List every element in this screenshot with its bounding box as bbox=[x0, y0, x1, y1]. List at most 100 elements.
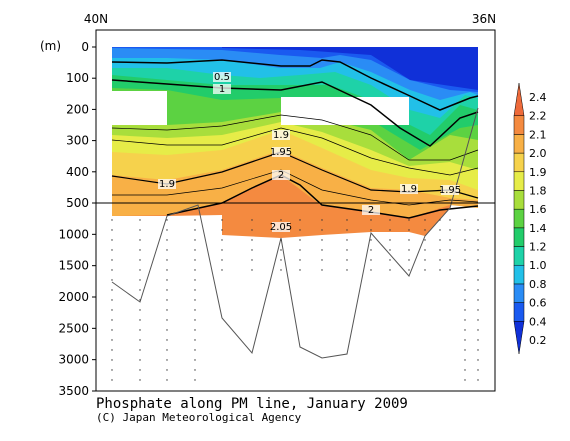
y-tick-label: 300 bbox=[66, 134, 89, 148]
colorbar-label: 2.0 bbox=[529, 147, 547, 160]
station-dot bbox=[111, 309, 113, 311]
station-dot bbox=[477, 229, 479, 231]
station-dot bbox=[111, 269, 113, 271]
station-dot bbox=[449, 259, 451, 261]
station-dot bbox=[389, 259, 391, 261]
station-dot bbox=[280, 249, 282, 251]
station-dot bbox=[370, 239, 372, 241]
contour-label-bg bbox=[158, 179, 176, 189]
y-tick-label: 3500 bbox=[58, 384, 89, 398]
station-dot bbox=[408, 249, 410, 251]
colorbar-label: 2.1 bbox=[529, 128, 547, 141]
station-dot bbox=[449, 249, 451, 251]
station-dot bbox=[166, 289, 168, 291]
station-dot bbox=[464, 269, 466, 271]
colorbar: 0.2 0.4 0.6 0.8 1.0 1.2 1.4 1.6 1.8 1.9 2.0 2.1 2.2 2… bbox=[513, 82, 547, 355]
colorbar-label: 1.0 bbox=[529, 259, 547, 272]
station-dot bbox=[449, 239, 451, 241]
station-dot bbox=[370, 259, 372, 261]
station-dot bbox=[299, 229, 301, 231]
station-dot bbox=[139, 369, 141, 371]
station-dot bbox=[251, 259, 253, 261]
colorbar-label: 1.4 bbox=[529, 222, 547, 235]
station-dot bbox=[346, 259, 348, 261]
station-dot bbox=[280, 259, 282, 261]
station-dot bbox=[464, 219, 466, 221]
colorbar-swatch bbox=[513, 321, 525, 355]
station-dot bbox=[477, 299, 479, 301]
contour-line bbox=[111, 114, 479, 161]
station-dot bbox=[477, 339, 479, 341]
station-dot bbox=[221, 269, 223, 271]
station-dot bbox=[389, 249, 391, 251]
station-dot bbox=[299, 219, 301, 221]
station-dot bbox=[111, 359, 113, 361]
colorbar-swatch bbox=[513, 227, 525, 247]
station-dot bbox=[477, 309, 479, 311]
station-dot bbox=[111, 239, 113, 241]
chart-title: Phosphate along PM line, January 2009 bbox=[96, 396, 408, 412]
station-dot bbox=[221, 219, 223, 221]
colorbar-label: 0.8 bbox=[529, 278, 547, 291]
colorbar-label: 1.9 bbox=[529, 166, 547, 179]
station-dot bbox=[449, 219, 451, 221]
y-tick-label: 100 bbox=[66, 71, 89, 85]
station-dot bbox=[477, 289, 479, 291]
station-dot bbox=[477, 379, 479, 381]
contour-label-bg bbox=[272, 170, 290, 180]
station-dot bbox=[111, 219, 113, 221]
contour-label: 2 bbox=[278, 170, 284, 181]
contour-label-bg bbox=[272, 130, 290, 140]
contour-line bbox=[112, 169, 479, 206]
station-dot bbox=[166, 309, 168, 311]
station-dot bbox=[424, 259, 426, 261]
station-dot bbox=[464, 359, 466, 361]
station-dot bbox=[477, 279, 479, 281]
station-dot bbox=[221, 259, 223, 261]
station-dot bbox=[166, 339, 168, 341]
station-dot bbox=[194, 239, 196, 241]
station-dot bbox=[477, 219, 479, 221]
station-dot bbox=[464, 339, 466, 341]
station-dot bbox=[139, 249, 141, 251]
station-dot bbox=[111, 349, 113, 351]
station-dot bbox=[370, 229, 372, 231]
station-dot bbox=[139, 219, 141, 221]
station-dot bbox=[139, 279, 141, 281]
contour-line bbox=[111, 151, 479, 199]
station-dot bbox=[251, 269, 253, 271]
station-dot bbox=[464, 239, 466, 241]
station-dot bbox=[166, 269, 168, 271]
station-dot bbox=[166, 219, 168, 221]
station-dot bbox=[449, 269, 451, 271]
station-dot bbox=[389, 239, 391, 241]
station-dot bbox=[464, 309, 466, 311]
station-dot bbox=[194, 339, 196, 341]
contour-label: 1.9 bbox=[159, 179, 175, 190]
station-dot bbox=[251, 229, 253, 231]
bottom-topography-line bbox=[111, 107, 479, 359]
colorbar-swatch bbox=[513, 283, 525, 303]
station-dot bbox=[464, 319, 466, 321]
station-dot bbox=[111, 299, 113, 301]
station-dot bbox=[346, 219, 348, 221]
data-gap-left bbox=[112, 91, 167, 125]
station-dot bbox=[477, 319, 479, 321]
station-dot bbox=[370, 249, 372, 251]
colorbar-swatch bbox=[513, 208, 525, 229]
station-dot bbox=[194, 289, 196, 291]
station-dot bbox=[370, 269, 372, 271]
station-dot bbox=[166, 379, 168, 381]
station-dot bbox=[194, 249, 196, 251]
station-dot bbox=[477, 359, 479, 361]
station-dot bbox=[299, 269, 301, 271]
station-dot bbox=[464, 249, 466, 251]
station-dot bbox=[111, 379, 113, 381]
colorbar-swatch bbox=[513, 115, 525, 135]
station-dot bbox=[194, 219, 196, 221]
contour-line bbox=[166, 174, 479, 219]
station-dot bbox=[477, 269, 479, 271]
station-dot bbox=[439, 249, 441, 251]
station-dot bbox=[321, 239, 323, 241]
station-dot bbox=[408, 259, 410, 261]
